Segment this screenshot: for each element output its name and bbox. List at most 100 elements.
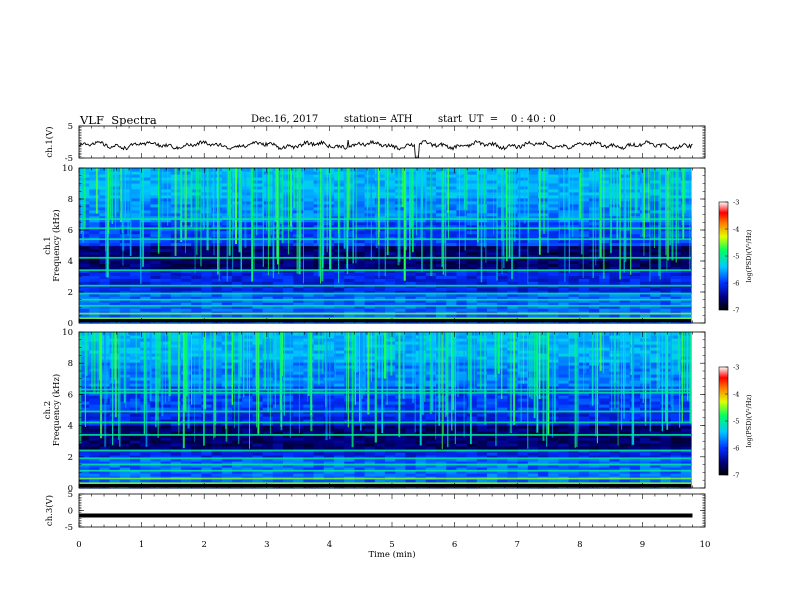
ch1-spectrogram-cell xyxy=(476,308,488,312)
ch2-spectrogram-cell xyxy=(130,473,141,477)
ch1-spectrogram-cell xyxy=(619,302,631,306)
ch2-spectrogram-cell xyxy=(262,455,274,459)
ch1-spectrogram-cell xyxy=(303,224,315,229)
ch2-spectrogram-cell xyxy=(527,437,539,441)
ch1-spectrogram-cell xyxy=(272,278,284,282)
ch2-spectrogram-cell xyxy=(548,413,559,417)
ch1-spectrogram-cell xyxy=(170,308,182,312)
ch1-spectrogram-cell xyxy=(517,299,529,303)
ch2-spectrogram-cell xyxy=(558,428,570,432)
ch2-spectrogram-cell xyxy=(609,473,621,477)
ch2-spectrogram-cell xyxy=(619,413,631,417)
ch1-spectrogram-cell xyxy=(680,296,692,300)
ch1-spectrogram-cell xyxy=(242,233,253,238)
ch1-spectrogram-cell xyxy=(568,188,580,193)
ch1-spectrogram-cell xyxy=(558,254,570,259)
ch1-spectrogram-cell xyxy=(548,179,559,184)
ch2-spectrogram-cell xyxy=(548,479,559,483)
ch2-spectrogram-cell xyxy=(323,440,335,444)
ch1-spectrogram-cell xyxy=(344,296,355,300)
ch1-spectrogram-cell xyxy=(89,191,100,196)
ch2-spectrogram-cell xyxy=(313,416,325,420)
ch2-spectrogram-cell xyxy=(313,419,325,423)
ch1-spectrogram-cell xyxy=(89,281,100,285)
ch1-spectrogram-cell xyxy=(303,299,315,303)
ch1-spectrogram-cell xyxy=(160,212,172,217)
ch1-spectrogram-cell xyxy=(201,293,213,297)
ch2-spectrogram-cell xyxy=(589,473,600,477)
ch1-spectrogram-cell xyxy=(599,293,610,297)
ch1-spectrogram-cell xyxy=(415,275,427,279)
ch1-spectrogram-cell xyxy=(283,260,294,264)
ch2-spectrogram-cell xyxy=(303,443,315,447)
ch2-spectrogram-cell xyxy=(640,479,651,483)
ch2-spectrogram-cell xyxy=(517,425,529,429)
ch1-spectrogram-cell xyxy=(374,233,386,238)
ch1-spectrogram-cell xyxy=(293,182,304,187)
ch1-spectrogram-cell xyxy=(252,200,264,205)
ch1-spectrogram-cell xyxy=(527,287,539,291)
ch1-spectrogram-cell xyxy=(334,275,345,279)
ch1-spectrogram-cell xyxy=(609,188,621,193)
ch2-spectrogram-cell xyxy=(599,458,610,462)
ch1-spectrogram-cell xyxy=(446,188,457,193)
ch2-spectrogram-cell xyxy=(568,464,580,468)
ch2-spectrogram-cell xyxy=(527,455,539,459)
ch2-spectrogram-cell xyxy=(558,443,570,447)
ch2-spectrogram-cell xyxy=(293,443,304,447)
ch1-spectrogram-cell xyxy=(487,275,498,279)
ch2-spectrogram-cell xyxy=(109,404,121,408)
ch1-spectrogram-cell xyxy=(130,263,141,267)
ch1-spectrogram-cell xyxy=(385,230,396,235)
ch1-spectrogram-cell xyxy=(589,314,600,318)
ch1-spectrogram-cell xyxy=(79,299,90,303)
ch1-spectrogram-cell xyxy=(385,302,396,306)
ch1-spectrogram-cell xyxy=(558,269,570,273)
ch2-spectrogram-cell xyxy=(79,413,90,417)
ch1-spectrogram-cell xyxy=(589,308,600,312)
ch1-spectrogram-cell xyxy=(130,269,141,273)
ch2-spectrogram-cell xyxy=(170,461,182,465)
ch1-spectrogram-cell xyxy=(303,293,315,297)
ch1-spectrogram-cell xyxy=(395,182,406,187)
ch2-spectrogram-cell xyxy=(119,404,131,408)
ch2-spectrogram-cell xyxy=(436,428,447,432)
ch2-spectrogram-cell xyxy=(272,464,284,468)
ch2-spectrogram-cell xyxy=(395,470,406,474)
ch2-spectrogram-cell xyxy=(283,464,294,468)
ch1-spectrogram-cell xyxy=(160,191,172,196)
ch1-spectrogram-cell xyxy=(89,239,100,244)
ch2-spectrogram-cell xyxy=(507,467,519,471)
ch1-spectrogram-cell xyxy=(232,227,243,232)
ch1-spectrogram-cell xyxy=(160,209,172,214)
ch1-spectrogram-cell xyxy=(527,293,539,297)
ch2-spectrogram-cell xyxy=(619,470,631,474)
ch2-spectrogram-cell xyxy=(456,479,468,483)
ch2-spectrogram-cell xyxy=(619,416,631,420)
ch1-spectrogram-cell xyxy=(548,257,559,261)
ch1-spectrogram-cell xyxy=(629,266,641,270)
ch1-spectrogram-cell xyxy=(609,176,621,181)
ch1-spectrogram-cell xyxy=(487,182,498,187)
ch1-spectrogram-cell xyxy=(609,212,621,217)
ch1-spectrogram-cell xyxy=(344,227,355,232)
ch1-spectrogram-cell xyxy=(497,266,508,270)
ch1-spectrogram-cell xyxy=(487,281,498,285)
ch1-spectrogram-cell xyxy=(609,287,621,291)
ch1-spectrogram-cell xyxy=(170,299,182,303)
ch1-spectrogram-cell xyxy=(293,272,304,276)
ch1-spectrogram-cell xyxy=(578,281,590,285)
ch1-spectrogram-cell xyxy=(609,233,621,238)
ch1-spectrogram-cell xyxy=(446,200,457,205)
ch1-spectrogram-cell xyxy=(140,272,151,276)
ch1-spectrogram-cell xyxy=(272,275,284,279)
ch2-spectrogram-cell xyxy=(191,440,202,444)
ch1-spectrogram-cell xyxy=(650,233,661,238)
ch1-spectrogram-cell xyxy=(395,314,406,318)
ch1-spectrogram-cell xyxy=(221,281,233,285)
ch1-spectrogram-cell xyxy=(99,275,111,279)
ch2-spectrogram-cell xyxy=(405,461,417,465)
ch1-spectrogram-streak xyxy=(675,168,677,263)
ch1-spectrogram-cell xyxy=(89,173,100,178)
ch1-spectrogram-cell xyxy=(150,227,162,232)
